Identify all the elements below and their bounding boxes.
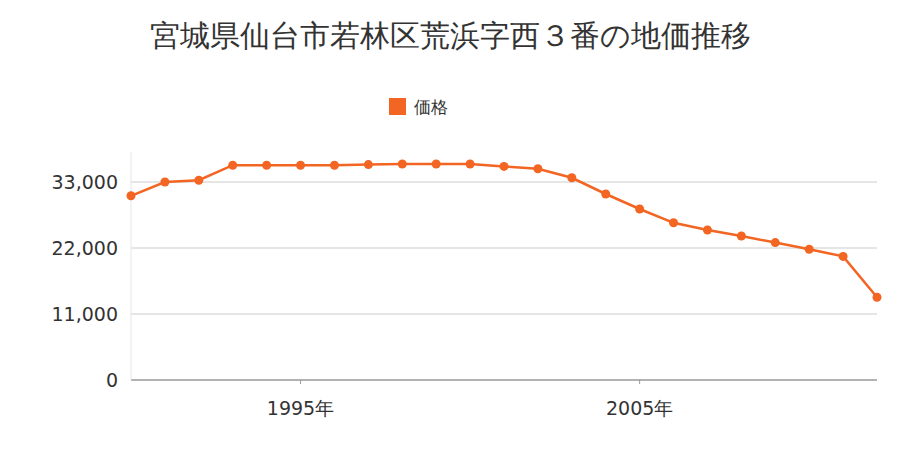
marker bbox=[330, 161, 339, 170]
marker bbox=[432, 160, 441, 169]
grid-line bbox=[131, 182, 877, 183]
x-tick-label: 2005年 bbox=[606, 397, 673, 419]
legend-swatch bbox=[389, 98, 406, 115]
x-tick-label: 1995年 bbox=[267, 397, 334, 419]
title: 宮城県仙台市若林区荒浜字西３番の地価推移 bbox=[150, 18, 751, 53]
marker bbox=[737, 232, 746, 241]
marker bbox=[296, 161, 305, 170]
marker bbox=[567, 173, 576, 182]
marker bbox=[873, 293, 882, 302]
y-tick-label: 0 bbox=[106, 369, 118, 391]
marker bbox=[398, 160, 407, 169]
y-tick-label: 22,000 bbox=[52, 237, 118, 259]
legend-label: 価格 bbox=[414, 97, 448, 117]
y-axis-line bbox=[131, 152, 132, 380]
marker bbox=[703, 226, 712, 235]
marker bbox=[601, 190, 610, 199]
marker bbox=[839, 252, 848, 261]
grid-line bbox=[131, 248, 877, 249]
marker bbox=[466, 160, 475, 169]
grid-line bbox=[131, 380, 877, 381]
marker bbox=[669, 218, 678, 227]
marker bbox=[364, 160, 373, 169]
y-tick-label: 11,000 bbox=[52, 303, 118, 325]
x-tick bbox=[639, 380, 640, 384]
marker bbox=[228, 161, 237, 170]
marker bbox=[771, 238, 780, 247]
grid-line bbox=[131, 314, 877, 315]
marker bbox=[127, 191, 136, 200]
line bbox=[131, 164, 877, 297]
marker bbox=[194, 176, 203, 185]
marker bbox=[805, 245, 814, 254]
plot-area bbox=[127, 160, 882, 302]
marker bbox=[533, 164, 542, 173]
y-tick-label: 33,000 bbox=[52, 171, 118, 193]
marker bbox=[635, 205, 644, 214]
x-tick bbox=[300, 380, 301, 384]
marker bbox=[160, 178, 169, 187]
x-axis-line bbox=[131, 380, 877, 381]
marker bbox=[500, 162, 509, 171]
marker bbox=[262, 161, 271, 170]
chart: 宮城県仙台市若林区荒浜字西３番の地価推移価格 0 11,000 22,000 33,00… bbox=[0, 0, 900, 450]
